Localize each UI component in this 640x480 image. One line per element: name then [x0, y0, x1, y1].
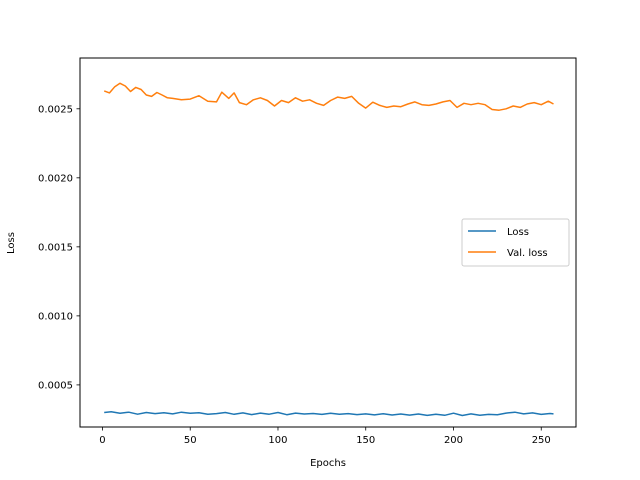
- x-tick-label: 50: [184, 435, 197, 446]
- series-line-val-loss: [103, 82, 554, 111]
- x-tick-label: 100: [268, 435, 287, 446]
- plot-frame: [79, 57, 577, 428]
- legend-label-loss: Loss: [507, 227, 529, 238]
- plot-lines: [103, 82, 554, 417]
- series-line-loss: [104, 411, 554, 417]
- x-tick-label: 0: [99, 435, 105, 446]
- y-tick-label: 0.0005: [38, 380, 73, 391]
- y-tick-label: 0.0025: [38, 104, 73, 115]
- y-tick-label: 0.0020: [38, 173, 73, 184]
- x-axis-label: Epochs: [310, 458, 346, 469]
- legend-label-val-loss: Val. loss: [507, 248, 548, 259]
- legend: Loss Val. loss: [461, 218, 570, 267]
- y-axis-ticks: 0.0005 0.0010 0.0015 0.0020 0.0025: [38, 104, 80, 391]
- y-axis-label: Loss: [6, 232, 17, 254]
- x-tick-label: 250: [532, 435, 551, 446]
- x-axis-ticks: 0 50 100 150 200 250: [99, 427, 551, 446]
- x-tick-label: 200: [444, 435, 463, 446]
- x-tick-label: 150: [356, 435, 375, 446]
- y-tick-label: 0.0010: [38, 311, 73, 322]
- y-tick-label: 0.0015: [38, 242, 73, 253]
